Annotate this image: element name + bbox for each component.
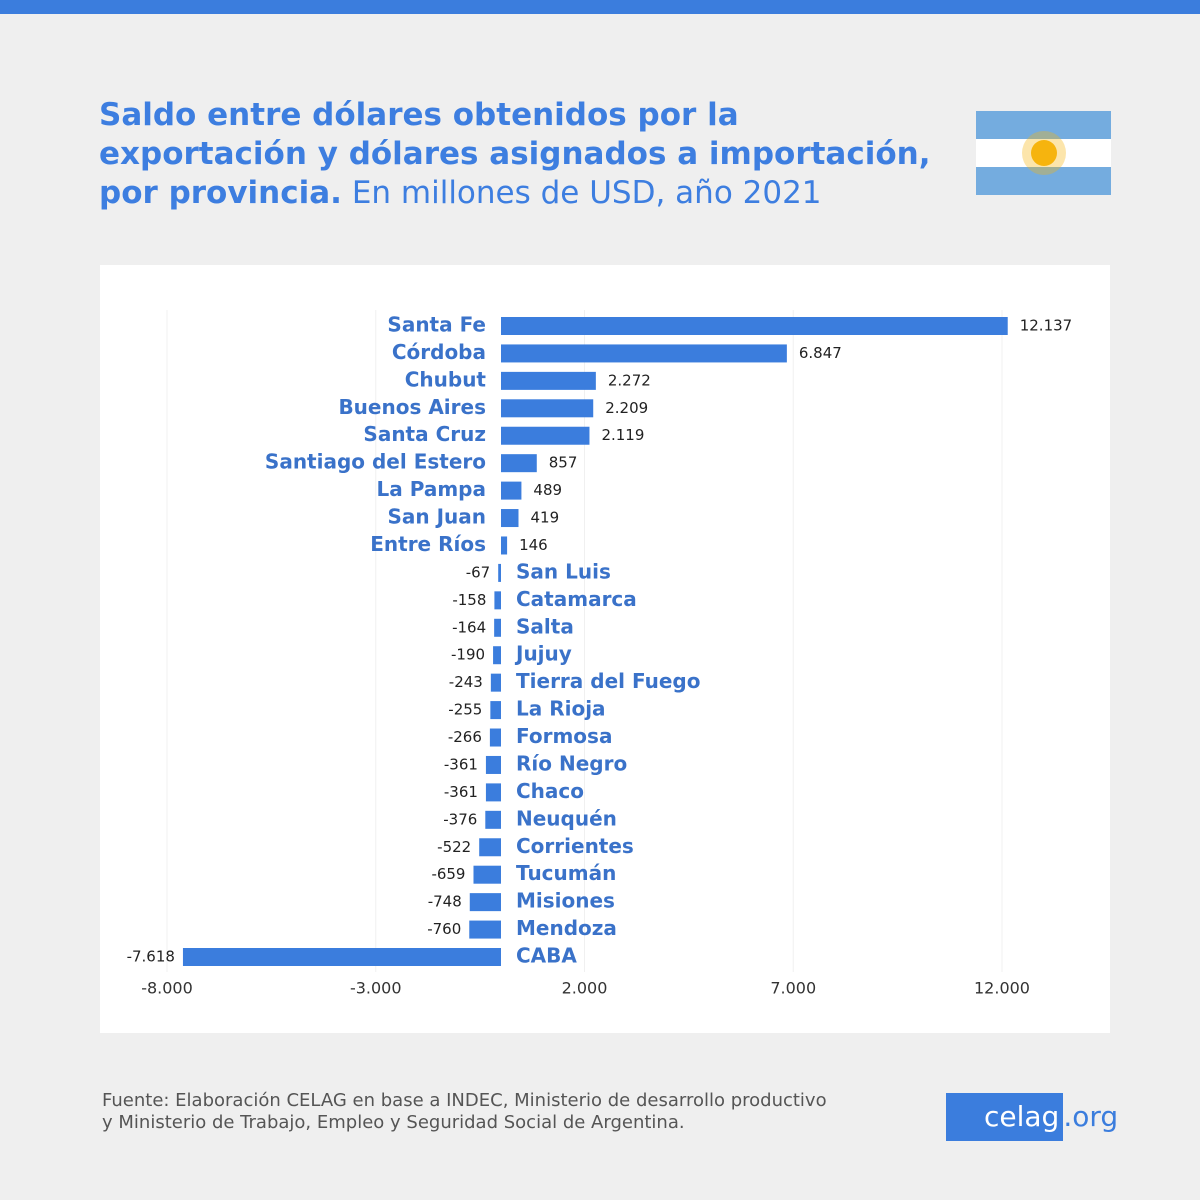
value-label: -522 <box>437 838 471 856</box>
bar <box>501 481 522 500</box>
value-label: -748 <box>428 893 462 911</box>
bar <box>473 865 501 884</box>
value-label: -255 <box>448 701 482 719</box>
bar <box>501 454 537 473</box>
category-label: Santiago del Estero <box>265 450 486 474</box>
value-label: -67 <box>466 563 491 581</box>
category-label: San Juan <box>387 505 486 529</box>
value-label: 2.119 <box>601 426 644 444</box>
value-label: -164 <box>452 618 486 636</box>
bar <box>485 755 501 774</box>
value-label: 857 <box>549 454 578 472</box>
x-tick-label: 2.000 <box>562 979 608 998</box>
x-tick-label: -3.000 <box>350 979 402 998</box>
value-label: -7.618 <box>127 948 175 966</box>
bar <box>469 920 501 939</box>
x-tick-label: 7.000 <box>770 979 816 998</box>
category-label: Neuquén <box>516 806 617 830</box>
category-label: Santa Cruz <box>363 422 486 446</box>
value-label: 2.209 <box>605 399 648 417</box>
bar <box>479 838 501 857</box>
category-label: Santa Fe <box>387 313 486 337</box>
value-label: -158 <box>452 591 486 609</box>
flag <box>976 111 1111 195</box>
value-label: -266 <box>448 728 482 746</box>
bar <box>501 344 787 363</box>
bar <box>501 317 1008 335</box>
category-label: Catamarca <box>516 587 637 611</box>
logo-name: celag <box>946 1093 1064 1141</box>
chart-title: Saldo entre dólares obtenidos por la exp… <box>99 97 931 211</box>
value-label: 419 <box>530 509 559 527</box>
bar <box>469 893 501 912</box>
chart-subtitle: En millones de USD, año 2021 <box>351 175 822 211</box>
bar <box>485 783 501 802</box>
value-label: -361 <box>444 783 478 801</box>
bar <box>501 426 590 445</box>
category-label: Buenos Aires <box>338 395 486 419</box>
plot-panel <box>100 265 1110 1033</box>
value-label: 489 <box>533 481 562 499</box>
value-label: -376 <box>443 810 477 828</box>
category-label: Corrientes <box>516 834 634 858</box>
bar <box>490 701 501 720</box>
category-label: Entre Ríos <box>370 532 486 556</box>
value-label: -361 <box>444 755 478 773</box>
logo-suffix: .org <box>1063 1100 1119 1133</box>
source-note: Fuente: Elaboración CELAG en base a INDE… <box>102 1090 827 1133</box>
bar <box>493 646 501 665</box>
category-label: La Rioja <box>516 697 606 721</box>
category-label: San Luis <box>516 559 611 583</box>
x-tick-label: 12.000 <box>974 979 1030 998</box>
bar <box>494 618 501 637</box>
top-bar <box>0 0 1200 14</box>
category-label: Jujuy <box>514 642 572 666</box>
title-block: Saldo entre dólares obtenidos por la exp… <box>99 96 939 213</box>
category-label: Tucumán <box>516 861 616 885</box>
category-label: Chaco <box>516 779 584 803</box>
category-label: La Pampa <box>377 477 486 501</box>
value-label: 6.847 <box>799 344 842 362</box>
category-label: Salta <box>516 614 574 638</box>
category-label: Mendoza <box>516 916 617 940</box>
value-label: 2.272 <box>608 371 651 389</box>
bar <box>501 536 508 555</box>
value-label: -243 <box>449 673 483 691</box>
value-label: -190 <box>451 646 485 664</box>
bar <box>501 509 519 528</box>
category-label: Misiones <box>516 889 615 913</box>
category-label: Chubut <box>405 367 487 391</box>
value-label: 12.137 <box>1020 317 1073 335</box>
category-label: CABA <box>516 944 577 968</box>
bar <box>489 728 501 747</box>
bar <box>494 591 501 610</box>
value-label: -760 <box>427 920 461 938</box>
logo: celag .org <box>946 1093 1118 1141</box>
bar <box>501 371 596 390</box>
category-label: Formosa <box>516 724 612 748</box>
bar <box>490 673 501 692</box>
category-label: Tierra del Fuego <box>516 669 700 693</box>
bar <box>501 399 594 418</box>
x-tick-label: -8.000 <box>141 979 193 998</box>
bar <box>498 563 501 582</box>
value-label: 146 <box>519 536 548 554</box>
category-label: Córdoba <box>392 340 486 364</box>
bar <box>182 948 502 966</box>
category-label: Río Negro <box>516 751 627 775</box>
value-label: -659 <box>431 865 465 883</box>
bar <box>485 810 501 829</box>
